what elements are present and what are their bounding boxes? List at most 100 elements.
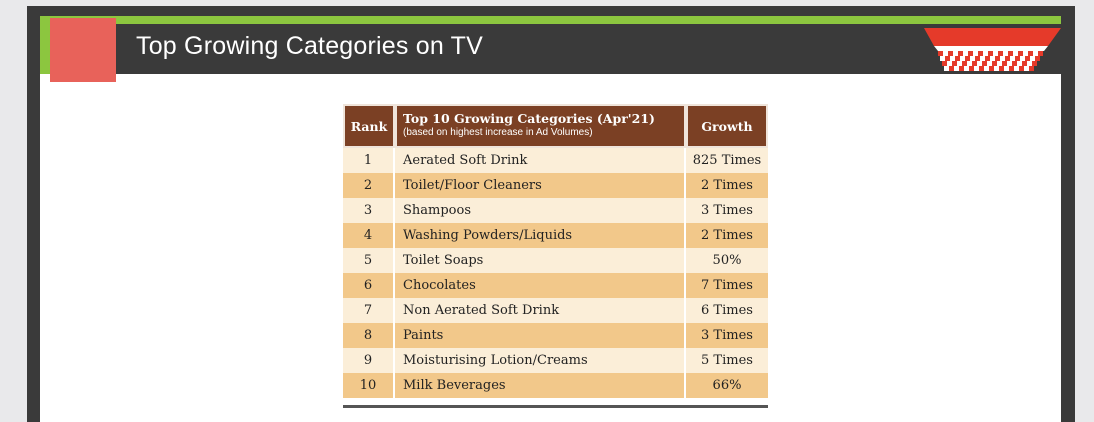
flag-check <box>967 61 972 66</box>
category-cell: Toilet/Floor Cleaners <box>395 173 686 198</box>
flag-check <box>972 61 977 66</box>
flag-check <box>1022 61 1027 66</box>
flag-check <box>988 51 993 56</box>
flag-check <box>990 56 995 61</box>
flag-check <box>1004 66 1009 71</box>
flag-check <box>952 61 957 66</box>
flag-check <box>948 51 953 56</box>
rank-cell: 8 <box>343 323 395 348</box>
growth-table-container: Rank Top 10 Growing Categories (Apr'21) … <box>343 104 768 408</box>
flag-check <box>954 66 959 71</box>
flag-check <box>959 66 964 71</box>
flag-check <box>1035 56 1040 61</box>
rank-cell: 9 <box>343 348 395 373</box>
flag-check <box>945 56 950 61</box>
flag-check <box>1018 51 1023 56</box>
rank-cell: 4 <box>343 223 395 248</box>
flag-check <box>1038 51 1043 56</box>
growth-cell: 3 Times <box>686 198 768 223</box>
title-band <box>40 24 1061 74</box>
flag-check <box>993 51 998 56</box>
category-header: Top 10 Growing Categories (Apr'21) (base… <box>395 104 686 148</box>
rank-cell: 10 <box>343 373 395 398</box>
flag-check <box>973 51 978 56</box>
flag-check <box>1032 61 1037 66</box>
flag-check <box>1030 56 1035 61</box>
category-cell: Chocolates <box>395 273 686 298</box>
category-cell: Non Aerated Soft Drink <box>395 298 686 323</box>
table-row: 2 Toilet/Floor Cleaners 2 Times <box>343 173 768 198</box>
flag-check <box>978 51 983 56</box>
flag-check <box>965 56 970 61</box>
table-row: 7 Non Aerated Soft Drink 6 Times <box>343 298 768 323</box>
rank-cell: 6 <box>343 273 395 298</box>
flag-check <box>942 61 947 66</box>
rank-cell: 2 <box>343 173 395 198</box>
top-accent-bar <box>40 16 1061 24</box>
flag-check <box>997 61 1002 66</box>
growth-cell: 5 Times <box>686 348 768 373</box>
flag-check <box>999 66 1004 71</box>
flag-check <box>1024 66 1029 71</box>
rank-cell: 1 <box>343 148 395 173</box>
flag-check <box>1025 56 1030 61</box>
category-cell: Shampoos <box>395 198 686 223</box>
table-row: 4 Washing Powders/Liquids 2 Times <box>343 223 768 248</box>
flag-check <box>985 56 990 61</box>
flag-check <box>995 56 1000 61</box>
checkered-flag-decoration <box>924 28 1061 71</box>
flag-check <box>1028 51 1033 56</box>
flag-check <box>1017 61 1022 66</box>
flag-check <box>984 66 989 71</box>
flag-check <box>992 61 997 66</box>
flag-check <box>964 66 969 71</box>
flag-check <box>989 66 994 71</box>
flag-check <box>982 61 987 66</box>
flag-check <box>968 51 973 56</box>
table-row: 8 Paints 3 Times <box>343 323 768 348</box>
left-accent-bar <box>40 24 50 74</box>
flag-check <box>938 51 943 56</box>
rank-cell: 3 <box>343 198 395 223</box>
category-cell: Moisturising Lotion/Creams <box>395 348 686 373</box>
flag-check <box>1000 56 1005 61</box>
flag-check <box>1005 56 1010 61</box>
flag-check <box>947 61 952 66</box>
category-cell: Toilet Soaps <box>395 248 686 273</box>
table-row: 9 Moisturising Lotion/Creams 5 Times <box>343 348 768 373</box>
flag-check <box>1013 51 1018 56</box>
flag-check <box>1009 66 1014 71</box>
flag-check <box>940 56 945 61</box>
flag-check <box>1012 61 1017 66</box>
category-cell: Aerated Soft Drink <box>395 148 686 173</box>
flag-check <box>1033 51 1038 56</box>
flag-check <box>955 56 960 61</box>
flag-check <box>950 56 955 61</box>
growth-cell: 825 Times <box>686 148 768 173</box>
flag-check <box>974 66 979 71</box>
flag-check <box>958 51 963 56</box>
flag-check <box>1008 51 1013 56</box>
flag-check <box>1015 56 1020 61</box>
table-row: 1 Aerated Soft Drink 825 Times <box>343 148 768 173</box>
growth-header: Growth <box>686 104 768 148</box>
category-header-subtitle: (based on highest increase in Ad Volumes… <box>403 127 593 138</box>
flag-check <box>987 61 992 66</box>
flag-check <box>1023 51 1028 56</box>
category-cell: Paints <box>395 323 686 348</box>
rank-cell: 7 <box>343 298 395 323</box>
flag-check <box>983 51 988 56</box>
category-header-title: Top 10 Growing Categories (Apr'21) <box>403 111 655 126</box>
flag-check <box>1014 66 1019 71</box>
page-title: Top Growing Categories on TV <box>136 32 483 60</box>
flag-check <box>1019 66 1024 71</box>
flag-check <box>977 61 982 66</box>
red-accent-square <box>50 18 116 82</box>
flag-check <box>962 61 967 66</box>
flag-check <box>1020 56 1025 61</box>
flag-check <box>960 56 965 61</box>
table-header-row: Rank Top 10 Growing Categories (Apr'21) … <box>343 104 768 148</box>
rank-header: Rank <box>343 104 395 148</box>
flag-check <box>969 66 974 71</box>
flag-check <box>944 66 949 71</box>
